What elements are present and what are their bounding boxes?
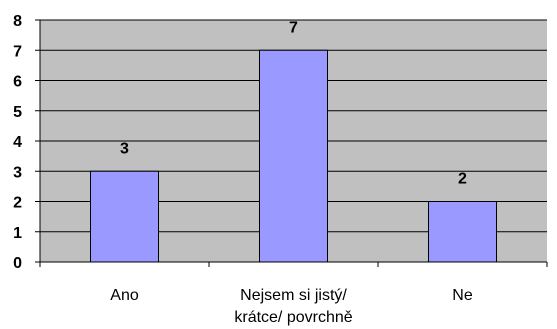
- axes: [35, 19, 548, 267]
- y-tick-label-4: 4: [13, 134, 22, 151]
- data-label-2: 2: [458, 171, 467, 188]
- data-labels: 3 7 2: [120, 19, 467, 187]
- y-tick-label-2: 2: [13, 195, 22, 212]
- x-tick-label-2: Ne: [452, 287, 473, 304]
- x-tick-label-1: Nejsem si jistý/krátce/ povrchně: [234, 287, 352, 326]
- bars: [90, 49, 497, 263]
- y-tick-label-3: 3: [13, 164, 22, 181]
- bar-0: [90, 170, 159, 263]
- y-tick-label-1: 1: [13, 225, 22, 242]
- y-tick-label-8: 8: [13, 13, 22, 30]
- y-tick-labels: 0 1 2 3 4 5 6 7 8: [13, 13, 22, 272]
- bar-2: [428, 201, 497, 263]
- data-label-1: 7: [289, 19, 298, 36]
- bar-1: [259, 49, 328, 263]
- y-tick-label-0: 0: [13, 255, 22, 272]
- y-tick-label-5: 5: [13, 104, 22, 121]
- y-tick-label-6: 6: [13, 74, 22, 91]
- data-label-0: 3: [120, 140, 129, 157]
- x-tick-labels: Ano Nejsem si jistý/krátce/ povrchně Ne: [110, 287, 473, 326]
- x-tick-label-0: Ano: [110, 287, 139, 304]
- y-tick-label-7: 7: [13, 43, 22, 60]
